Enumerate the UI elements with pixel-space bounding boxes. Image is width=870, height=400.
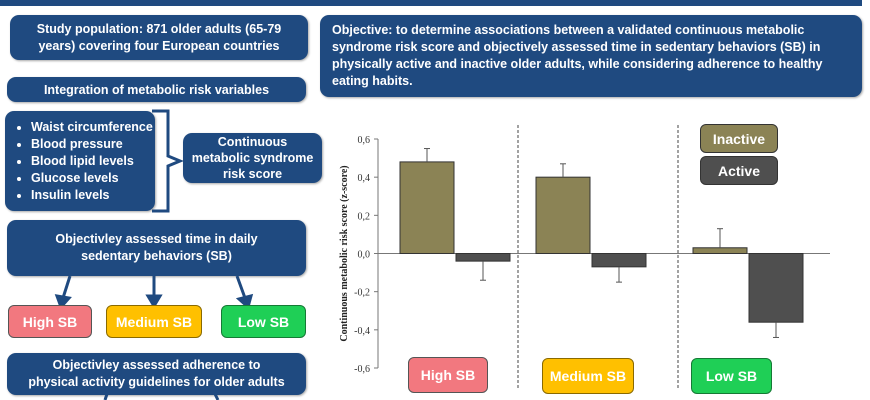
category-medium-sb: Medium SB <box>106 305 202 338</box>
adherence-box: Objectivley assessed adherence to physic… <box>7 353 306 395</box>
integration-text: Integration of metabolic risk variables <box>43 82 270 97</box>
bar-active <box>455 253 511 262</box>
y-tick-label: 0,2 <box>358 211 371 222</box>
objective-box: Objective: to determine associations bet… <box>320 15 862 97</box>
category-low-sb: Low SB <box>221 305 306 338</box>
variable-item: Blood lipid levels <box>31 153 153 170</box>
bar-active <box>591 253 647 268</box>
category-label: Medium SB <box>115 313 193 330</box>
variable-item: Waist circumference <box>31 119 153 136</box>
chart-category-medium-sb: Medium SB <box>542 358 634 394</box>
legend-inactive: Inactive <box>700 124 778 153</box>
variable-item: Blood pressure <box>31 136 153 153</box>
variable-item: Glucose levels <box>31 170 153 187</box>
bar-inactive <box>692 247 748 254</box>
sb-assessment-text: Objectivley assessed time in daily seden… <box>55 232 258 263</box>
chart-category-label: Low SB <box>705 368 758 384</box>
y-axis-label: Continuous metabolic risk score (z-score… <box>339 165 350 341</box>
bar-inactive <box>535 176 591 254</box>
category-label: High SB <box>22 313 78 330</box>
bracket <box>152 109 184 213</box>
y-tick-label: -0,2 <box>354 288 370 299</box>
study-population-box: Study population: 871 older adults (65-7… <box>10 15 308 60</box>
category-high-sb: High SB <box>8 305 92 338</box>
top-banner <box>0 0 862 6</box>
category-label: Low SB <box>237 313 290 330</box>
y-tick-label: 0,0 <box>358 250 371 261</box>
bar-active <box>748 253 804 323</box>
bar-chart: 0,6 0,4 0,2 0,0 -0,2 -0,4 -0,6 Continuous metab… <box>339 125 830 388</box>
sb-assessment-box: Objectivley assessed time in daily seden… <box>7 220 306 276</box>
score-text: Continuous metabolic syndrome risk score <box>191 135 314 181</box>
legend-active: Active <box>700 156 778 185</box>
sb-arrows <box>54 276 254 308</box>
chart-category-label: High SB <box>420 367 476 383</box>
objective-text: Objective: to determine associations bet… <box>332 23 823 88</box>
study-population-text: Study population: 871 older adults (65-7… <box>36 21 282 53</box>
integration-box: Integration of metabolic risk variables <box>7 77 306 102</box>
y-tick-label: 0,4 <box>358 173 371 184</box>
chart-category-label: Medium SB <box>549 368 627 384</box>
variables-list: Waist circumference Blood pressure Blood… <box>5 119 153 204</box>
chart-category-high-sb: High SB <box>408 357 488 393</box>
adherence-arrows <box>103 394 220 400</box>
chart-category-low-sb: Low SB <box>691 358 772 394</box>
adherence-text: Objectivley assessed adherence to physic… <box>28 358 285 389</box>
bar-inactive <box>399 161 455 254</box>
variable-item: Insulin levels <box>31 187 153 204</box>
y-tick-label: -0,4 <box>354 326 370 337</box>
score-box: Continuous metabolic syndrome risk score <box>183 133 322 183</box>
legend-label: Inactive <box>712 130 766 147</box>
legend-label: Active <box>717 162 761 179</box>
variables-box: Waist circumference Blood pressure Blood… <box>5 111 155 211</box>
y-tick-label: -0,6 <box>354 364 370 375</box>
y-tick-label: 0,6 <box>358 135 371 146</box>
